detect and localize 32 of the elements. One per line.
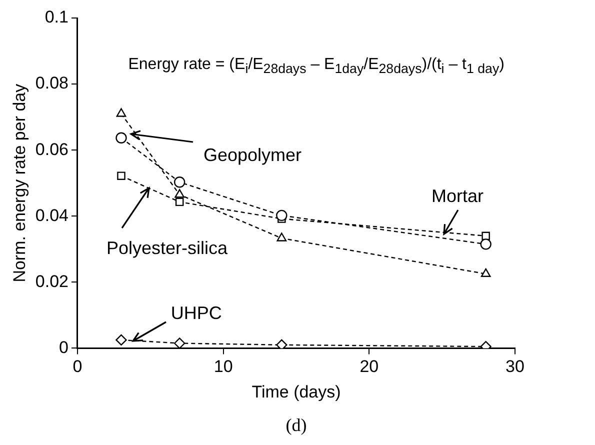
y-axis-title: Norm. energy rate per day [10, 83, 29, 282]
point [117, 172, 126, 180]
point [174, 338, 186, 348]
y-tick-label: 0 [59, 338, 68, 357]
y-tick-label: 0.08 [35, 74, 68, 93]
annotation: Geopolymer [203, 145, 302, 166]
point [480, 238, 492, 250]
text: (d) [286, 415, 307, 436]
text: Energy rate = (E$_{i}$/E$_{28days}$ – E$_{1day}$/E$_{28days}$)/(t$_{i}$ – t$_{1 day}$) [128, 56, 504, 76]
y-tick-label: 0.1 [44, 8, 68, 27]
point [116, 334, 127, 346]
x-axis-title: Time (days) [252, 382, 341, 402]
point [276, 210, 288, 222]
y-tick-label: 0.06 [35, 140, 68, 159]
x-tick-label: 30 [506, 357, 524, 376]
point [480, 268, 491, 278]
point [276, 232, 287, 242]
point [175, 198, 184, 206]
point [482, 232, 490, 240]
y-tick-label: 0.02 [35, 272, 68, 291]
annotation: Mortar [432, 186, 484, 207]
annotation: Polyester-silica [106, 238, 228, 259]
annotation: UHPC [170, 303, 222, 324]
point [174, 189, 185, 198]
x-tick-label: 0 [72, 357, 82, 376]
point [276, 339, 288, 348]
point [116, 108, 126, 117]
x-tick-label: 20 [360, 357, 379, 376]
point [116, 132, 127, 144]
point [174, 176, 186, 188]
y-tick-label: 0.04 [35, 206, 68, 225]
x-tick-label: 10 [214, 357, 233, 376]
